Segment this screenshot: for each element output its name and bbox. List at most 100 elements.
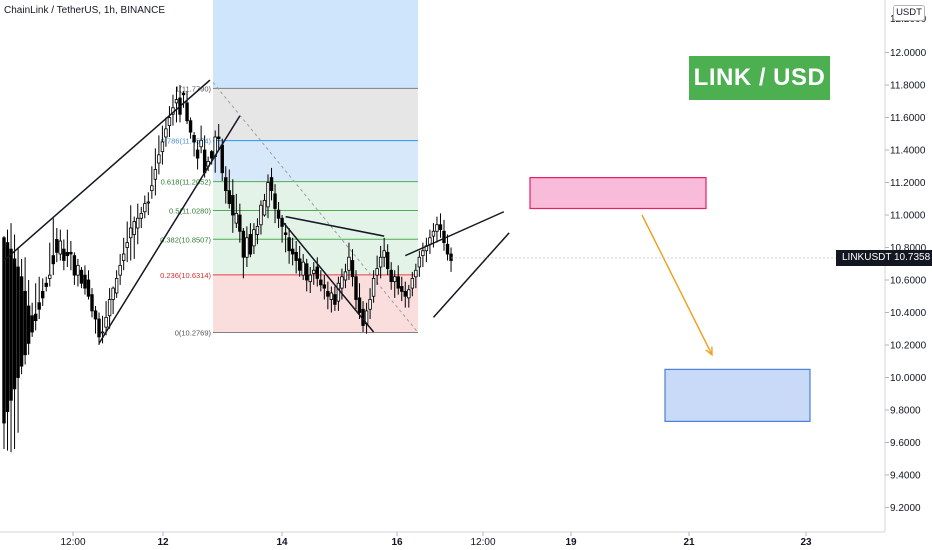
candle [26, 280, 31, 355]
candle-body [136, 217, 140, 229]
fib-level-label: 0(10.2769) [175, 329, 212, 338]
x-tick-label: 12 [157, 537, 169, 548]
candle [396, 265, 400, 295]
y-tick-label: 10.4000 [890, 308, 927, 319]
candle [259, 200, 263, 235]
candle-body [382, 250, 386, 258]
candle [336, 276, 341, 311]
candle-body [403, 290, 407, 297]
y-tick-label: 10.2000 [890, 341, 927, 352]
candle-body [51, 255, 55, 265]
candle-body [326, 290, 330, 297]
candle-body [312, 269, 316, 274]
y-tick-label: 10.8000 [890, 243, 927, 254]
candle [185, 91, 189, 124]
candle-body [224, 177, 228, 192]
candle-body [294, 251, 298, 261]
candle [435, 216, 439, 243]
candle-body [305, 263, 309, 281]
candle [160, 125, 165, 165]
candle-body [104, 316, 108, 328]
candle [347, 242, 351, 280]
candle-body [231, 195, 235, 216]
candle-body [375, 268, 379, 276]
trendline [283, 222, 375, 333]
candle [273, 184, 277, 224]
candle-body [252, 229, 256, 247]
candle [354, 270, 358, 310]
candle-body [79, 269, 84, 284]
candle-body [55, 238, 59, 253]
candle-body [220, 144, 224, 174]
candle-body [114, 277, 119, 294]
candle-body [192, 134, 196, 143]
candle-body [195, 149, 200, 159]
candle [333, 286, 337, 311]
candle-body [255, 225, 260, 235]
candle-body [139, 212, 143, 219]
candle [33, 283, 38, 331]
candle-body [107, 299, 112, 317]
candle [382, 237, 386, 267]
candle-body [290, 248, 295, 255]
candle-body [234, 212, 239, 224]
last-price-tag: LINKUSDT 10.7358 [836, 250, 932, 266]
candle [58, 229, 63, 261]
candle [195, 140, 200, 170]
candle [51, 218, 55, 276]
candle [255, 218, 260, 245]
candle-body [400, 286, 404, 292]
candle-body [248, 234, 253, 255]
candle [79, 267, 84, 289]
candle-body [37, 302, 41, 310]
candle [157, 135, 161, 175]
candle-body [65, 251, 70, 257]
y-tick-label: 11.4000 [890, 146, 926, 157]
candle-body [414, 269, 418, 278]
fib-level-label: 0.382(10.8507) [160, 235, 211, 244]
y-tick-label: 10.0000 [890, 373, 927, 384]
candle [121, 237, 126, 271]
candle-body [86, 279, 91, 297]
fib-level-label: 0.236(10.6314) [160, 271, 211, 280]
candle [41, 278, 45, 306]
candle [262, 193, 267, 217]
candle [350, 249, 355, 287]
y-tick-label: 10.6000 [890, 276, 927, 287]
candle-body [421, 250, 425, 257]
candle-body [167, 117, 172, 127]
candle [72, 252, 77, 285]
candle-body [69, 251, 73, 255]
x-tick-label: 16 [391, 537, 403, 548]
candle-body [407, 289, 411, 299]
candle [319, 270, 323, 292]
y-tick-label: 11.6000 [890, 113, 926, 124]
candle-body [393, 276, 397, 283]
x-tick-label: 12:00 [60, 537, 85, 548]
candle [48, 242, 52, 287]
candle-body [83, 274, 87, 289]
candle-body [283, 232, 288, 235]
candle [188, 117, 193, 139]
candle-body [340, 276, 344, 289]
candle-body [2, 237, 6, 424]
candle-body [62, 248, 66, 261]
candle [414, 263, 418, 289]
candle [294, 241, 298, 274]
candle [97, 312, 101, 345]
x-tick-label: 23 [800, 537, 812, 548]
candle [83, 265, 87, 295]
candle [104, 301, 108, 336]
candle-body [164, 128, 168, 138]
candle-body [97, 318, 101, 338]
currency-unit-badge[interactable]: USDT [893, 5, 925, 21]
candle [283, 223, 288, 253]
candle-body [389, 269, 393, 283]
candle [442, 219, 446, 251]
candle-body [315, 266, 319, 279]
candle-body [93, 310, 98, 320]
candle-body [276, 209, 281, 219]
candle [167, 106, 172, 137]
candle-body [33, 313, 38, 322]
